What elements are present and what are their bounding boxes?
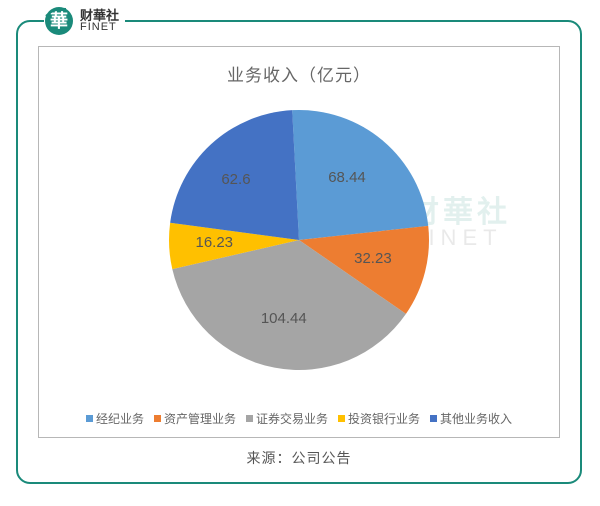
slice-value-label: 32.23 — [354, 250, 392, 267]
legend: 经纪业务 资产管理业务 证券交易业务 投资银行业务 其他业务收入 — [39, 410, 559, 427]
legend-label: 证券交易业务 — [256, 410, 328, 427]
legend-swatch-icon — [430, 415, 437, 422]
logo-mark-icon: 華 — [44, 6, 74, 36]
slice-value-label: 16.23 — [195, 234, 233, 251]
legend-label: 其他业务收入 — [440, 410, 512, 427]
chart-area: 业务收入（亿元） 華 财華社 FINET 68.4432.23104.4416.… — [38, 46, 560, 438]
legend-label: 经纪业务 — [96, 410, 144, 427]
logo-text-en: FINET — [80, 22, 119, 33]
legend-label: 投资银行业务 — [348, 410, 420, 427]
legend-swatch-icon — [338, 415, 345, 422]
source-text: 来源：公司公告 — [38, 448, 560, 468]
legend-label: 资产管理业务 — [164, 410, 236, 427]
canvas: 華 财華社 FINET 业务收入（亿元） 華 财華社 FINET 68.4432… — [0, 0, 600, 506]
svg-text:華: 華 — [50, 10, 68, 31]
chart-title: 业务收入（亿元） — [39, 61, 559, 86]
legend-item: 其他业务收入 — [430, 410, 512, 427]
legend-swatch-icon — [86, 415, 93, 422]
slice-value-label: 104.44 — [261, 310, 307, 327]
legend-item: 资产管理业务 — [154, 410, 236, 427]
legend-item: 经纪业务 — [86, 410, 144, 427]
brand-logo: 華 财華社 FINET — [44, 6, 125, 36]
pie-chart — [149, 90, 449, 390]
slice-value-label: 62.6 — [221, 171, 250, 188]
legend-item: 投资银行业务 — [338, 410, 420, 427]
slice-value-label: 68.44 — [328, 169, 366, 186]
legend-swatch-icon — [246, 415, 253, 422]
legend-item: 证券交易业务 — [246, 410, 328, 427]
legend-swatch-icon — [154, 415, 161, 422]
